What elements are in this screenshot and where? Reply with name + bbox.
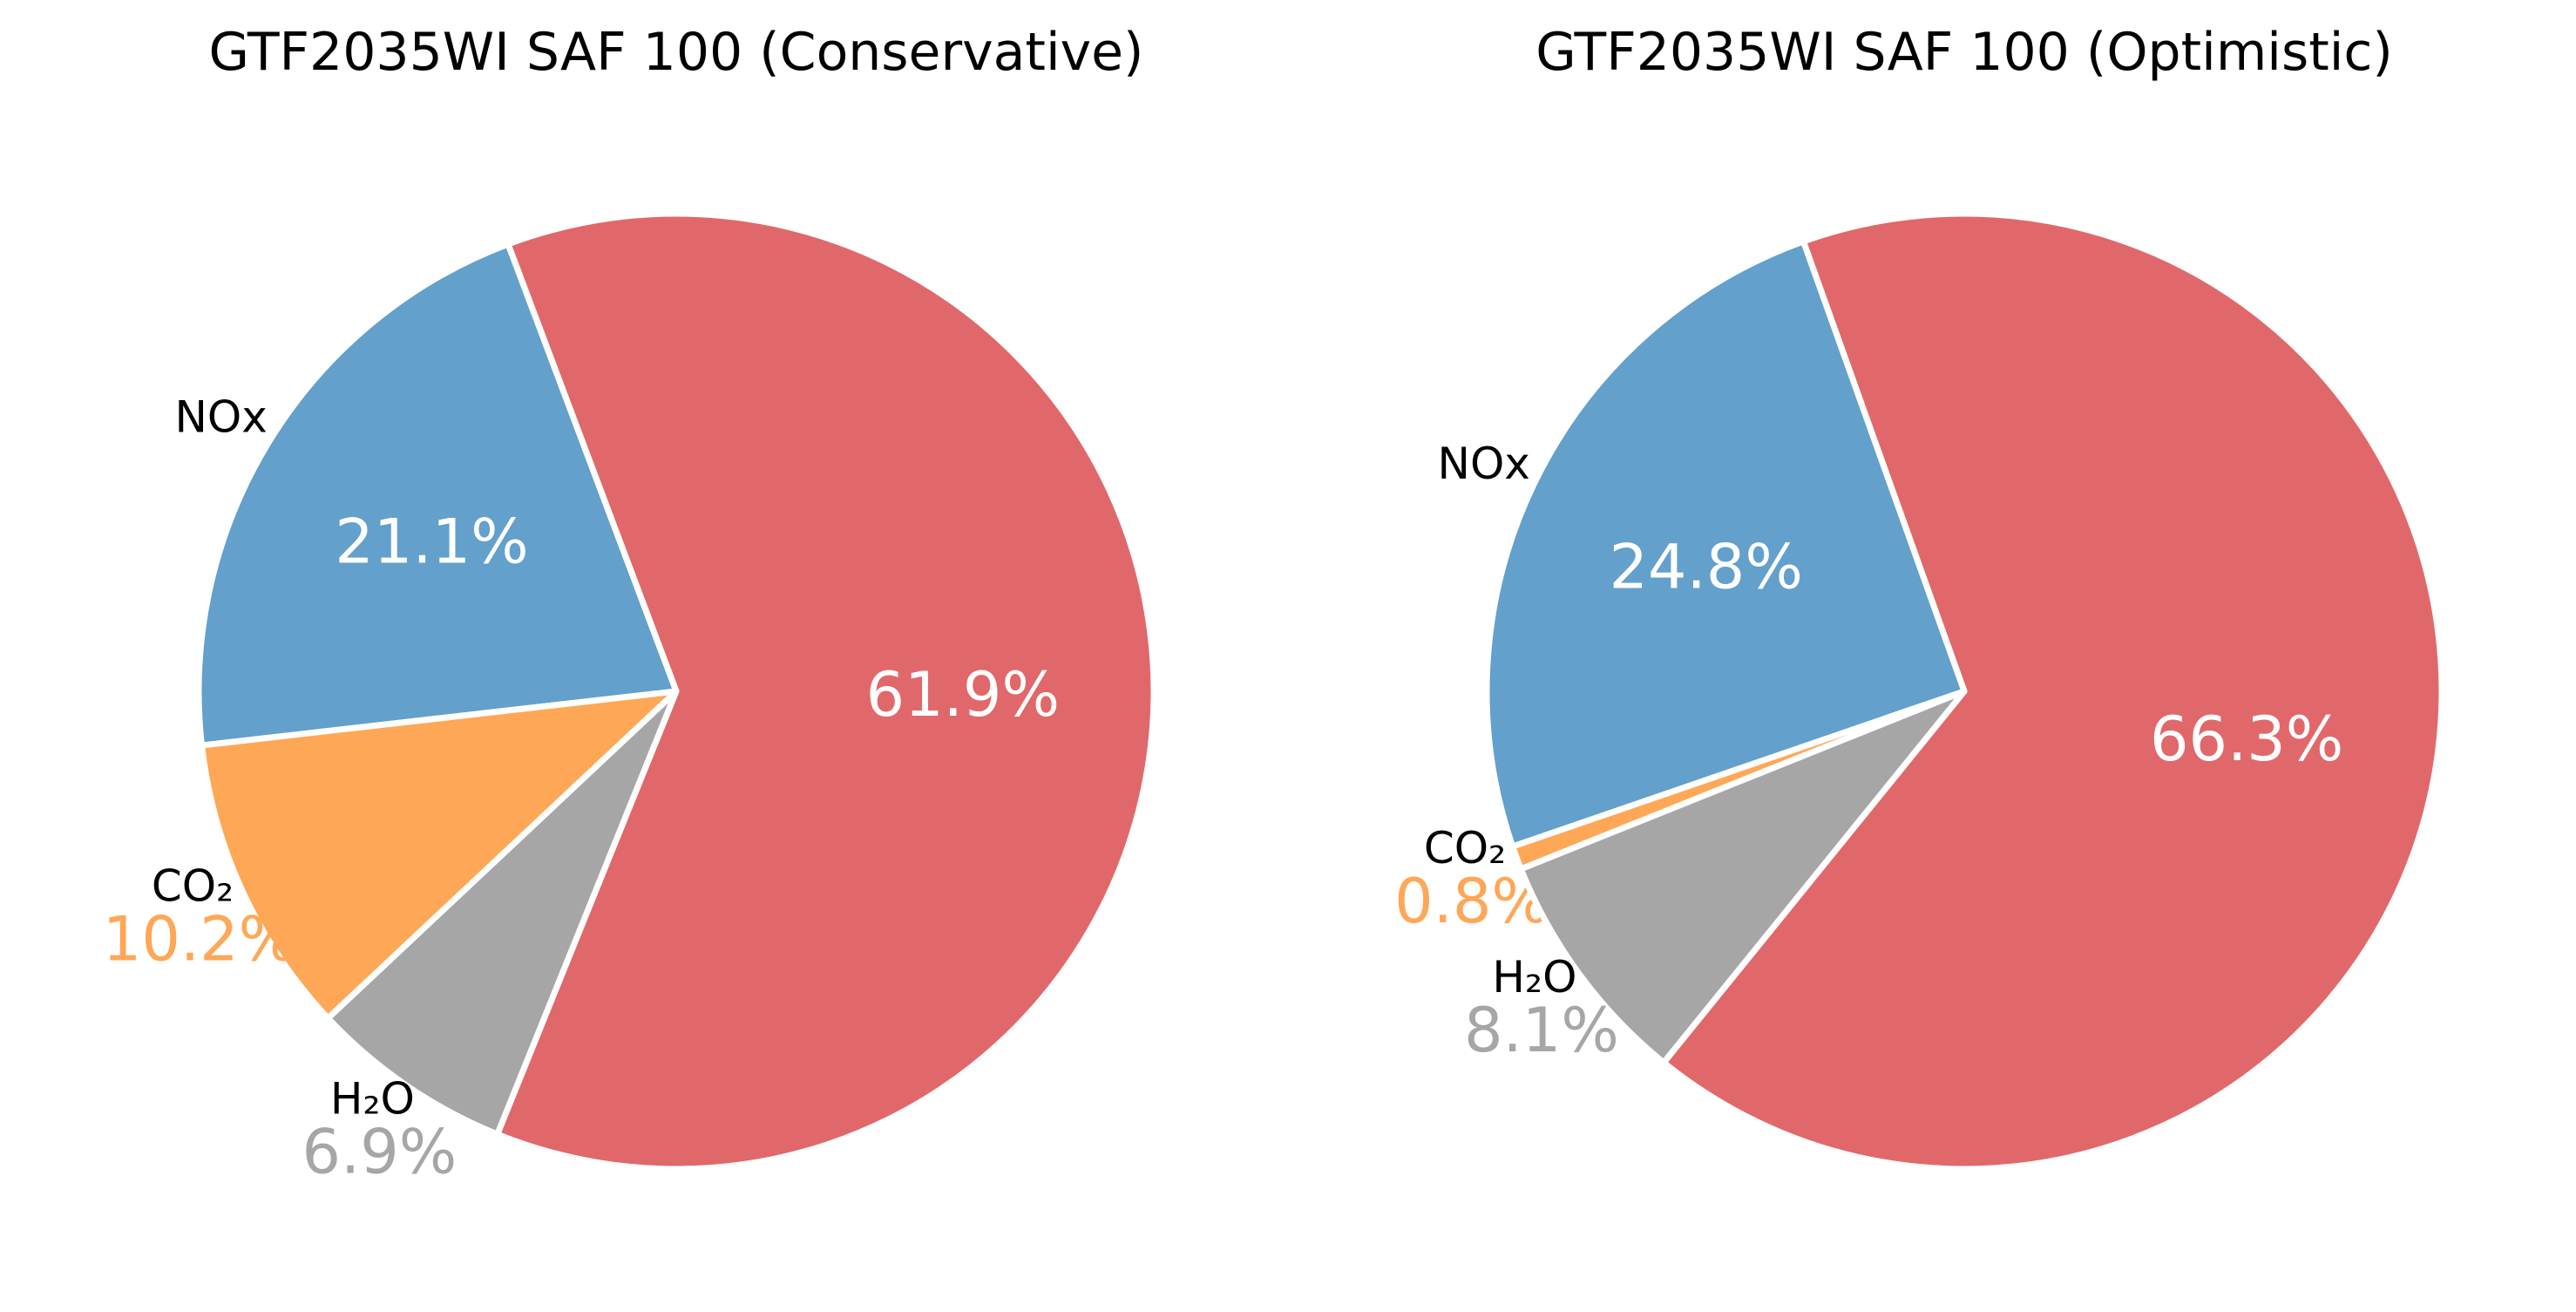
pie-slice-nox xyxy=(195,241,680,749)
pct-label-co2: 10.2% xyxy=(103,903,296,975)
pct-label-other: 61.9% xyxy=(866,659,1060,731)
slice-label-co2: CO₂ xyxy=(1424,823,1506,874)
pct-label-h2o: 8.1% xyxy=(1464,995,1619,1066)
pie-slice-nox xyxy=(1483,238,1968,850)
pct-label-nox: 24.8% xyxy=(1609,532,1802,603)
slice-label-h2o: H₂O xyxy=(330,1073,415,1124)
slice-label-nox: NOx xyxy=(175,392,268,443)
chart-title-optimistic: GTF2035WI SAF 100 (Optimistic) xyxy=(1535,22,2393,83)
pct-label-nox: 21.1% xyxy=(335,506,528,577)
slice-label-nox: NOx xyxy=(1438,438,1530,489)
pie-slice-h2o xyxy=(324,688,680,1138)
pie-slice-h2o xyxy=(1517,688,1968,1066)
pie-slice-co2 xyxy=(199,688,680,1022)
pie-slice-other xyxy=(494,210,1157,1173)
pie-chart-optimistic: GTF2035WI SAF 100 (Optimistic) 66.3% 24.8… xyxy=(1394,22,2445,1173)
pct-label-other: 66.3% xyxy=(2150,704,2343,775)
slice-label-co2: CO₂ xyxy=(152,860,234,911)
pie-slices-conservative: 61.9% 21.1% NOx 10.2%CO₂ 6.9%H₂O xyxy=(103,210,1157,1187)
pie-chart-conservative: GTF2035WI SAF 100 (Conservative) 61.9% 21… xyxy=(103,22,1157,1187)
slice-label-h2o: H₂O xyxy=(1492,952,1576,1003)
pct-label-h2o: 6.9% xyxy=(302,1116,457,1187)
pie-slice-other xyxy=(1660,210,2445,1173)
chart-title-conservative: GTF2035WI SAF 100 (Conservative) xyxy=(209,22,1144,83)
